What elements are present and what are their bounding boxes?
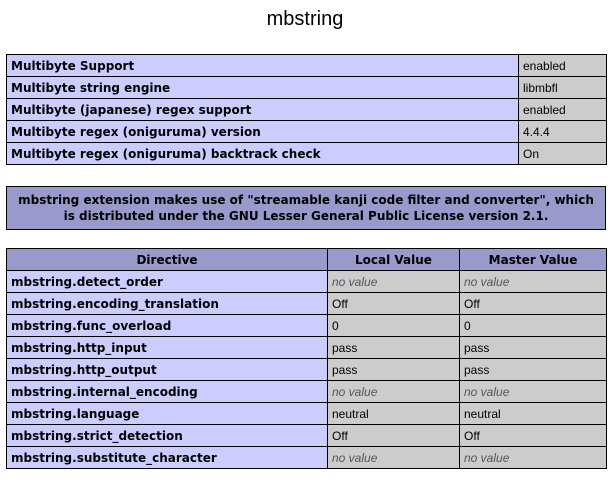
- table-row: mbstring.http_input pass pass: [6, 336, 607, 359]
- master-value: no value: [459, 380, 607, 403]
- master-value: no value: [459, 446, 607, 469]
- table-row: mbstring.internal_encoding no value no val…: [6, 380, 607, 403]
- header-local-value: Local Value: [327, 248, 460, 271]
- directive-name: mbstring.strict_detection: [6, 424, 328, 447]
- local-text: no value: [332, 384, 378, 399]
- directive-name: mbstring.internal_encoding: [6, 380, 328, 403]
- local-value: no value: [327, 446, 460, 469]
- master-text: no value: [464, 274, 510, 289]
- table-row: mbstring.substitute_character no value no …: [6, 446, 607, 469]
- info-row: Multibyte string engine libmbfl: [6, 76, 607, 99]
- license-note: mbstring extension makes use of "streama…: [6, 186, 606, 230]
- directive-name: mbstring.http_output: [6, 358, 328, 381]
- page-title: mbstring: [266, 8, 344, 30]
- master-text: no value: [464, 384, 510, 399]
- info-table: Multibyte Support enabled Multibyte string…: [6, 54, 607, 165]
- info-row: Multibyte regex (oniguruma) backtrack ch…: [6, 142, 607, 165]
- directive-name: mbstring.detect_order: [6, 270, 328, 293]
- header-row: Directive Local Value Master Value: [6, 248, 607, 271]
- master-value: Off: [459, 424, 607, 447]
- license-note-box: mbstring extension makes use of "streama…: [6, 186, 606, 230]
- table-row: mbstring.strict_detection Off Off: [6, 424, 607, 447]
- local-value: neutral: [327, 402, 460, 425]
- master-value: no value: [459, 270, 607, 293]
- info-row: Multibyte regex (oniguruma) version 4.4.4: [6, 120, 607, 143]
- header-master-value: Master Value: [459, 248, 607, 271]
- master-value: neutral: [459, 402, 607, 425]
- info-value: enabled: [518, 54, 607, 77]
- info-row: Multibyte (japanese) regex support enable…: [6, 98, 607, 121]
- local-text: no value: [332, 450, 378, 465]
- local-value: 0: [327, 314, 460, 337]
- local-text: no value: [332, 274, 378, 289]
- info-value: enabled: [518, 98, 607, 121]
- master-value: 0: [459, 314, 607, 337]
- local-value: Off: [327, 424, 460, 447]
- table-row: mbstring.func_overload 0 0: [6, 314, 607, 337]
- local-value: no value: [327, 270, 460, 293]
- info-label: Multibyte regex (oniguruma) version: [6, 120, 519, 143]
- table-row: mbstring.http_output pass pass: [6, 358, 607, 381]
- local-value: no value: [327, 380, 460, 403]
- directive-name: mbstring.substitute_character: [6, 446, 328, 469]
- local-value: pass: [327, 336, 460, 359]
- directive-name: mbstring.http_input: [6, 336, 328, 359]
- info-label: Multibyte (japanese) regex support: [6, 98, 519, 121]
- master-value: pass: [459, 358, 607, 381]
- info-value: On: [518, 142, 607, 165]
- info-value: 4.4.4: [518, 120, 607, 143]
- master-text: no value: [464, 450, 510, 465]
- header-directive: Directive: [6, 248, 328, 271]
- directive-name: mbstring.func_overload: [6, 314, 328, 337]
- info-label: Multibyte Support: [6, 54, 519, 77]
- info-row: Multibyte Support enabled: [6, 54, 607, 77]
- master-value: pass: [459, 336, 607, 359]
- local-value: Off: [327, 292, 460, 315]
- master-value: Off: [459, 292, 607, 315]
- table-row: mbstring.encoding_translation Off Off: [6, 292, 607, 315]
- directives-table: Directive Local Value Master Value mbstr…: [6, 248, 607, 469]
- info-value: libmbfl: [518, 76, 607, 99]
- info-label: Multibyte string engine: [6, 76, 519, 99]
- local-value: pass: [327, 358, 460, 381]
- directive-name: mbstring.language: [6, 402, 328, 425]
- table-row: mbstring.language neutral neutral: [6, 402, 607, 425]
- directive-name: mbstring.encoding_translation: [6, 292, 328, 315]
- table-row: mbstring.detect_order no value no value: [6, 270, 607, 293]
- info-label: Multibyte regex (oniguruma) backtrack ch…: [6, 142, 519, 165]
